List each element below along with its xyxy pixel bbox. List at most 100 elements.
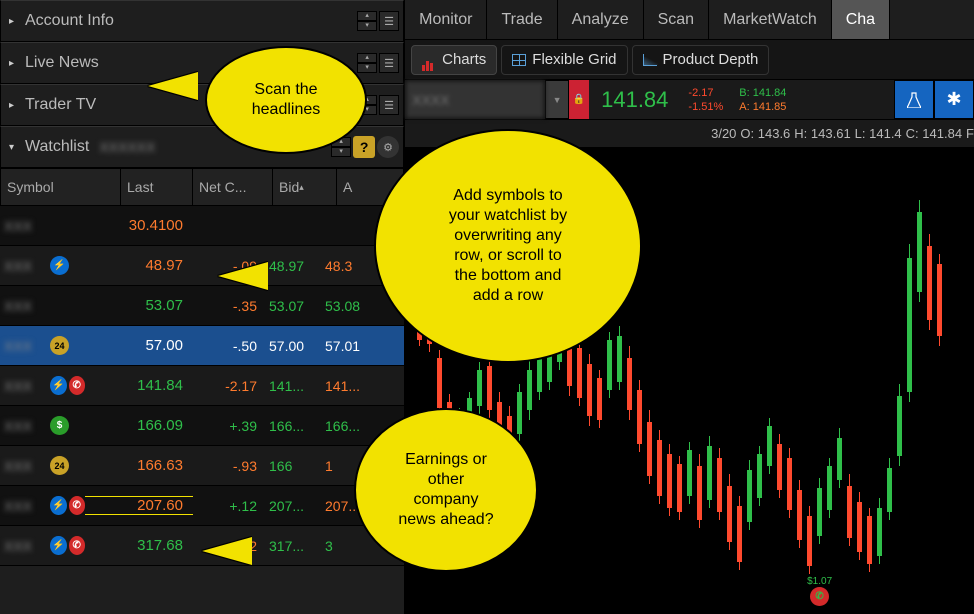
last-cell: 53.07 <box>85 297 193 314</box>
bulb-blue-icon[interactable]: ⚡ <box>50 376 67 395</box>
chart-marker: $1.07✆ <box>807 576 832 606</box>
badge-gold-icon[interactable]: 24 <box>50 456 69 475</box>
bid-cell: 317... <box>265 538 323 554</box>
symbol-input[interactable]: XXXX <box>405 80 545 119</box>
annotation-bubble: Scan theheadlines <box>205 46 367 154</box>
section-account-info[interactable]: ▸Account Info▴▾☰ <box>0 0 404 42</box>
list-icon[interactable]: ☰ <box>379 95 399 115</box>
bulb-blue-icon[interactable]: ⚡ <box>50 496 67 515</box>
ask-cell: 48.3 <box>323 258 378 274</box>
lock-icon[interactable]: 🔒 <box>569 80 589 119</box>
subtab-product-depth[interactable]: Product Depth <box>632 45 770 75</box>
symbol-cell[interactable]: XXX <box>0 258 50 274</box>
watchlist-row[interactable]: XXX⚡✆207.60+.12207...207... <box>0 486 404 526</box>
symbol-cell[interactable]: XXX <box>0 218 50 234</box>
list-icon[interactable]: ☰ <box>379 11 399 31</box>
symbol-cell[interactable]: XXX <box>0 458 50 474</box>
bid-cell: 166 <box>265 458 323 474</box>
ohlc-date: 3/20 <box>711 126 736 141</box>
watchlist-row[interactable]: XXX53.07-.3553.0753.08 <box>0 286 404 326</box>
last-cell: 166.09 <box>85 417 193 434</box>
watchlist-row[interactable]: XXX$166.09+.39166...166... <box>0 406 404 446</box>
subtab-label: Product Depth <box>663 51 759 68</box>
tab-marketwatch[interactable]: MarketWatch <box>709 0 832 39</box>
symbol-cell[interactable]: XXX <box>0 418 50 434</box>
last-cell: 48.97 <box>85 257 193 274</box>
watchlist-row[interactable]: XXX⚡✆141.84-2.17141...141... <box>0 366 404 406</box>
last-cell: 207.60 <box>85 496 193 515</box>
col-a[interactable]: A <box>337 169 377 205</box>
depth-icon <box>643 54 657 66</box>
watchlist-row[interactable]: XXX 30.4100 <box>0 206 404 246</box>
row-icons: 24 <box>50 336 85 355</box>
row-icons: 24 <box>50 456 85 475</box>
bid-cell: 141... <box>265 378 323 394</box>
tab-cha[interactable]: Cha <box>832 0 890 39</box>
phone-red-icon[interactable]: ✆ <box>69 536 86 555</box>
symbol-dropdown[interactable]: ▼ <box>545 80 569 119</box>
phone-red-icon[interactable]: ✆ <box>69 496 86 515</box>
row-icons: ⚡✆ <box>50 376 85 395</box>
section-label: Watchlist <box>25 138 89 156</box>
subtab-label: Charts <box>442 51 486 68</box>
symbol-cell[interactable]: XXX <box>0 538 50 554</box>
netchg-cell: -.35 <box>193 298 265 314</box>
section-label: Account Info <box>25 12 114 30</box>
col-netc[interactable]: Net C... <box>193 169 273 205</box>
watchlist-row[interactable]: XXX24166.63-.931661 <box>0 446 404 486</box>
list-icon[interactable]: ☰ <box>379 53 399 73</box>
col-last[interactable]: Last <box>121 169 193 205</box>
col-symbol[interactable]: Symbol <box>1 169 121 205</box>
section-label: Live News <box>25 54 99 72</box>
netchg-cell: -.50 <box>193 338 265 354</box>
row-icons: ⚡ <box>50 256 85 275</box>
ask-cell: 57.01 <box>323 338 378 354</box>
watchlist-row[interactable]: XXX⚡48.97-.0948.9748.3 <box>0 246 404 286</box>
bid-cell: 57.00 <box>265 338 323 354</box>
watchlist-row[interactable]: XXX2457.00-.5057.0057.01 <box>0 326 404 366</box>
symbol-cell[interactable]: XXX <box>0 378 50 394</box>
netchg-cell: -2.17 <box>193 378 265 394</box>
quote-bidask: B: 141.84A: 141.85 <box>731 80 794 119</box>
subtab-charts[interactable]: Charts <box>411 45 497 75</box>
tab-trade[interactable]: Trade <box>487 0 557 39</box>
ask-cell: 53.08 <box>323 298 378 314</box>
symbol-cell[interactable]: XXX <box>0 338 50 354</box>
grid-icon <box>512 54 526 66</box>
tab-monitor[interactable]: Monitor <box>405 0 487 39</box>
tab-scan[interactable]: Scan <box>644 0 709 39</box>
sort-toggle[interactable]: ▴▾ <box>357 11 377 31</box>
last-cell: 57.00 <box>85 337 193 354</box>
col-bid[interactable]: Bid ▴ <box>273 169 337 205</box>
quote-price: 141.84 <box>589 80 680 119</box>
settings-button[interactable]: ✱ <box>934 80 974 119</box>
last-cell: 30.4100 <box>85 217 193 234</box>
last-cell: 141.84 <box>85 377 193 394</box>
annotation-bubble: Earnings orothercompanynews ahead? <box>354 408 538 572</box>
symbol-cell[interactable]: XXX <box>0 498 50 514</box>
flask-button[interactable] <box>894 80 934 119</box>
row-icons: $ <box>50 416 85 435</box>
badge-gold-icon[interactable]: 24 <box>50 336 69 355</box>
ohlc-c: C: 141.84 <box>906 126 962 141</box>
row-icons: ⚡✆ <box>50 496 85 515</box>
dollar-green-icon[interactable]: $ <box>50 416 69 435</box>
bulb-blue-icon[interactable]: ⚡ <box>50 536 67 555</box>
last-cell: 317.68 <box>85 537 193 554</box>
ohlc-r: F <box>966 126 974 141</box>
ohlc-o: O: 143.6 <box>740 126 790 141</box>
subtab-flexible-grid[interactable]: Flexible Grid <box>501 45 627 75</box>
symbol-cell[interactable]: XXX <box>0 298 50 314</box>
row-icons: ⚡✆ <box>50 536 85 555</box>
bid-cell: 48.97 <box>265 258 323 274</box>
bid-cell: 207... <box>265 498 323 514</box>
ohlc-l: L: 141.4 <box>855 126 902 141</box>
tab-analyze[interactable]: Analyze <box>558 0 644 39</box>
netchg-cell: +.39 <box>193 418 265 434</box>
bid-cell: 166... <box>265 418 323 434</box>
bulb-blue-icon[interactable]: ⚡ <box>50 256 69 275</box>
last-cell: 166.63 <box>85 457 193 474</box>
subtab-label: Flexible Grid <box>532 51 616 68</box>
bid-cell: 53.07 <box>265 298 323 314</box>
phone-red-icon[interactable]: ✆ <box>69 376 86 395</box>
